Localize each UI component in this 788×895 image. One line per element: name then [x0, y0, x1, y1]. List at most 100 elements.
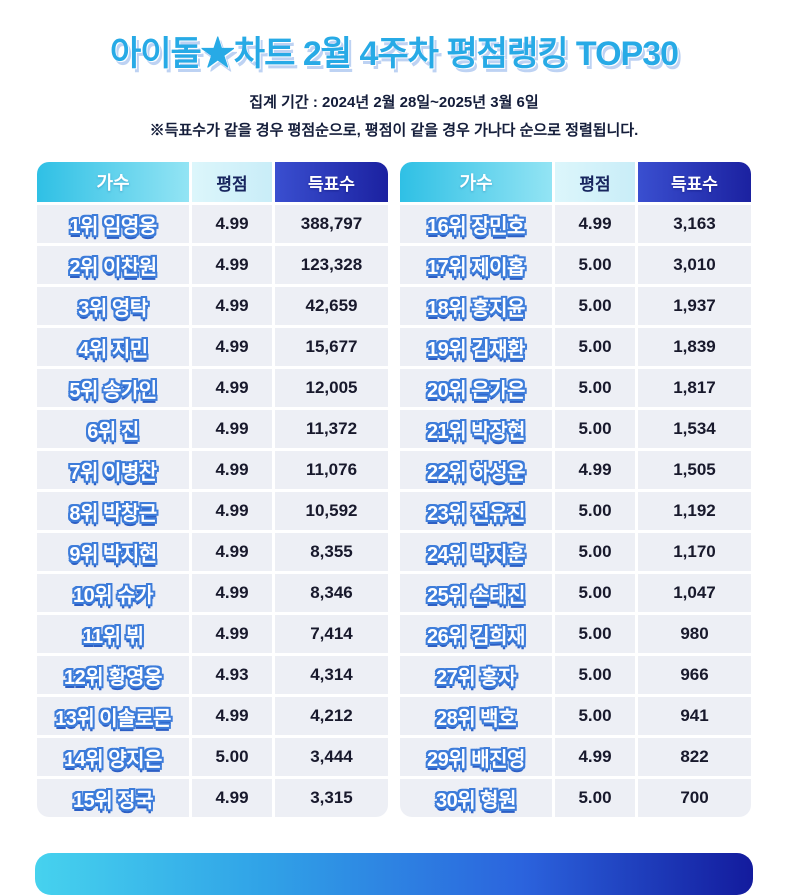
table-row: 7위 이병찬 4.99 11,076 — [37, 451, 388, 489]
rating-value: 4.99 — [192, 205, 272, 243]
table-row: 6위 진 4.99 11,372 — [37, 410, 388, 448]
rank-name: 3위 영탁 — [37, 287, 189, 325]
header-rating: 평점 — [555, 162, 635, 202]
rank-name: 1위 임영웅 — [37, 205, 189, 243]
table-row: 11위 뷔 4.99 7,414 — [37, 615, 388, 653]
table-row: 19위 김재환 5.00 1,839 — [400, 328, 751, 366]
table-row: 12위 황영웅 4.93 4,314 — [37, 656, 388, 694]
votes-value: 3,010 — [638, 246, 751, 284]
rating-value: 4.99 — [192, 533, 272, 571]
table-row: 13위 이솔로몬 4.99 4,212 — [37, 697, 388, 735]
page-title: 아이돌★차트 2월 4주차 평점랭킹 TOP30 — [109, 35, 679, 73]
table-row: 27위 홍자 5.00 966 — [400, 656, 751, 694]
votes-value: 8,355 — [275, 533, 388, 571]
ranking-tables: 가수 평점 득표수 1위 임영웅 4.99 388,797 2위 이찬원 4.9… — [0, 162, 788, 817]
votes-value: 15,677 — [275, 328, 388, 366]
table-row: 29위 배진영 4.99 822 — [400, 738, 751, 776]
rating-value: 4.99 — [192, 574, 272, 612]
table-row: 25위 손태진 5.00 1,047 — [400, 574, 751, 612]
rank-name: 8위 박창근 — [37, 492, 189, 530]
votes-value: 7,414 — [275, 615, 388, 653]
table-row: 23위 전유진 5.00 1,192 — [400, 492, 751, 530]
table-row: 8위 박창근 4.99 10,592 — [37, 492, 388, 530]
rank-name: 24위 박지훈 — [400, 533, 552, 571]
votes-value: 941 — [638, 697, 751, 735]
table-row: 21위 박장현 5.00 1,534 — [400, 410, 751, 448]
votes-value: 11,372 — [275, 410, 388, 448]
rank-name: 29위 배진영 — [400, 738, 552, 776]
rating-value: 4.99 — [192, 369, 272, 407]
subtitle-period: 집계 기간 : 2024년 2월 28일~2025년 3월 6일 — [249, 94, 539, 111]
table-row: 4위 지민 4.99 15,677 — [37, 328, 388, 366]
votes-value: 388,797 — [275, 205, 388, 243]
rating-value: 4.99 — [555, 451, 635, 489]
ranking-table-left: 가수 평점 득표수 1위 임영웅 4.99 388,797 2위 이찬원 4.9… — [37, 162, 388, 817]
rank-name: 14위 양지은 — [37, 738, 189, 776]
table-row: 1위 임영웅 4.99 388,797 — [37, 205, 388, 243]
header-singer: 가수 — [400, 162, 552, 202]
header-rating: 평점 — [192, 162, 272, 202]
rating-value: 5.00 — [555, 574, 635, 612]
idol-chart-poster: 아이돌★차트 2월 4주차 평점랭킹 TOP30 집계 기간 : 2024년 2… — [0, 26, 788, 895]
rank-name: 2위 이찬원 — [37, 246, 189, 284]
table-row: 3위 영탁 4.99 42,659 — [37, 287, 388, 325]
table-row: 30위 형원 5.00 700 — [400, 779, 751, 817]
table-row: 2위 이찬원 4.99 123,328 — [37, 246, 388, 284]
rank-name: 28위 백호 — [400, 697, 552, 735]
table-row: 22위 하성운 4.99 1,505 — [400, 451, 751, 489]
table-row: 16위 장민호 4.99 3,163 — [400, 205, 751, 243]
table-row: 5위 송가인 4.99 12,005 — [37, 369, 388, 407]
rating-value: 4.99 — [192, 287, 272, 325]
rank-name: 17위 제이홉 — [400, 246, 552, 284]
rank-name: 18위 홍지윤 — [400, 287, 552, 325]
rating-value: 4.99 — [192, 328, 272, 366]
votes-value: 1,047 — [638, 574, 751, 612]
votes-value: 966 — [638, 656, 751, 694]
rank-name: 10위 슈가 — [37, 574, 189, 612]
rating-value: 5.00 — [555, 779, 635, 817]
votes-value: 1,505 — [638, 451, 751, 489]
rating-value: 4.99 — [192, 492, 272, 530]
votes-value: 123,328 — [275, 246, 388, 284]
votes-value: 980 — [638, 615, 751, 653]
rating-value: 5.00 — [555, 615, 635, 653]
rating-value: 5.00 — [555, 492, 635, 530]
rank-name: 7위 이병찬 — [37, 451, 189, 489]
rank-name: 21위 박장현 — [400, 410, 552, 448]
votes-value: 12,005 — [275, 369, 388, 407]
footer-bar — [35, 853, 753, 895]
rating-value: 4.99 — [192, 451, 272, 489]
table-row: 24위 박지훈 5.00 1,170 — [400, 533, 751, 571]
rank-name: 23위 전유진 — [400, 492, 552, 530]
header-votes: 득표수 — [275, 162, 388, 202]
header-votes: 득표수 — [638, 162, 751, 202]
votes-value: 4,212 — [275, 697, 388, 735]
votes-value: 1,170 — [638, 533, 751, 571]
votes-value: 822 — [638, 738, 751, 776]
rating-value: 5.00 — [555, 533, 635, 571]
rating-value: 4.99 — [192, 246, 272, 284]
table-row: 14위 양지은 5.00 3,444 — [37, 738, 388, 776]
rank-name: 20위 은가은 — [400, 369, 552, 407]
table-row: 26위 김희재 5.00 980 — [400, 615, 751, 653]
rank-name: 25위 손태진 — [400, 574, 552, 612]
rank-name: 16위 장민호 — [400, 205, 552, 243]
rating-value: 5.00 — [555, 410, 635, 448]
votes-value: 8,346 — [275, 574, 388, 612]
rank-name: 27위 홍자 — [400, 656, 552, 694]
rating-value: 5.00 — [555, 656, 635, 694]
votes-value: 1,817 — [638, 369, 751, 407]
votes-value: 1,937 — [638, 287, 751, 325]
rank-name: 30위 형원 — [400, 779, 552, 817]
rank-name: 11위 뷔 — [37, 615, 189, 653]
rank-name: 15위 정국 — [37, 779, 189, 817]
rating-value: 5.00 — [555, 287, 635, 325]
table-row: 18위 홍지윤 5.00 1,937 — [400, 287, 751, 325]
votes-value: 3,163 — [638, 205, 751, 243]
rating-value: 4.99 — [192, 779, 272, 817]
rating-value: 4.99 — [192, 697, 272, 735]
votes-value: 10,592 — [275, 492, 388, 530]
rating-value: 5.00 — [555, 328, 635, 366]
rank-name: 26위 김희재 — [400, 615, 552, 653]
rank-name: 6위 진 — [37, 410, 189, 448]
